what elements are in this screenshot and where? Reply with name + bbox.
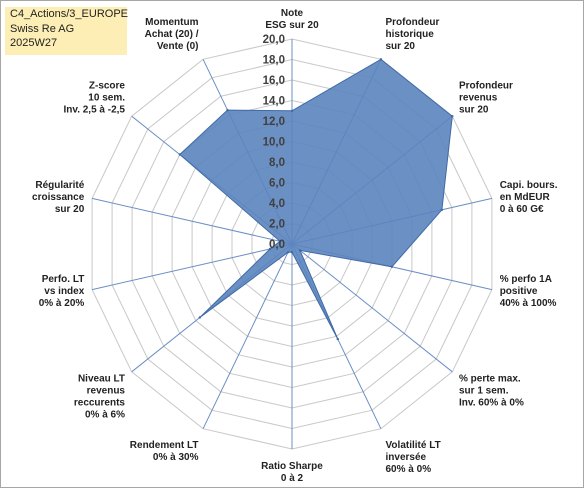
tick-label: 20,0 (263, 34, 285, 46)
data-point (336, 337, 339, 341)
tick-label: 12,0 (263, 116, 285, 128)
info-box: C4_Actions/3_EUROPE Swiss Re AG 2025W27 (5, 7, 128, 55)
data-point (226, 108, 229, 112)
data-point (451, 115, 454, 118)
axis-spoke (291, 243, 453, 373)
info-company: Swiss Re AG (10, 22, 75, 35)
axis-label: Capi. bours. en MdEUR 0 à 60 G€ (500, 180, 558, 215)
axis-label: Profondeur historique sur 20 (386, 17, 440, 52)
axis-label: Z-score 10 sem. Inv. 2,5 à -2,5 (63, 80, 125, 115)
data-point (178, 153, 181, 156)
axis-spoke (91, 243, 293, 291)
data-point (198, 316, 201, 319)
axis-label: Note ESG sur 20 (265, 8, 319, 31)
data-point (290, 109, 294, 113)
data-point (268, 247, 272, 251)
axis-label: % perte max. sur 1 sem. Inv. 60% à 0% (459, 374, 524, 409)
tick-label: 14,0 (263, 96, 285, 108)
info-category: C4_Actions/3_EUROPE (10, 8, 128, 20)
tick-label: 16,0 (263, 75, 285, 87)
data-point (278, 240, 282, 243)
tick-label: 8,0 (269, 157, 285, 169)
tick-label: 0,0 (269, 239, 285, 251)
radar-labels: 0,0 2,0 4,0 6,0 8,0 10,0 12,0 14,0 16,0 18,0 20,0 N… (32, 8, 558, 484)
axis-spoke (91, 197, 293, 245)
axis-label: Momentum Achat (20) / Vente (0) (145, 17, 199, 52)
radar-data (178, 58, 454, 341)
info-period: 2025W27 (10, 37, 58, 49)
tick-label: 2,0 (269, 219, 285, 231)
tick-label: 6,0 (269, 178, 285, 190)
axis-label: Volatilité LT inversée 60% à 0% (386, 440, 441, 475)
data-point (286, 251, 290, 254)
axis-label: Perfo. LT vs index 0% à 20% (39, 274, 85, 309)
data-point (290, 251, 294, 254)
axis-label: % perfo 1A positive 40% à 100% (500, 274, 557, 309)
data-point (379, 58, 383, 61)
axis-label: Niveau LT revenus reccurents 0% à 6% (74, 374, 126, 421)
axis-label: Ratio Sharpe 0 à 2 (261, 461, 323, 484)
data-point (298, 249, 302, 252)
axis-spoke (202, 243, 293, 429)
axis-label: Profondeur revenus sur 20 (459, 80, 513, 115)
axis-label: Rendement LT 0% à 30% (130, 440, 199, 463)
data-point (390, 265, 394, 268)
axis-label: Régularité croissance sur 20 (32, 180, 85, 215)
tick-label: 10,0 (263, 137, 285, 149)
tick-label: 18,0 (263, 55, 285, 67)
tick-label: 4,0 (269, 198, 285, 210)
data-point (440, 208, 444, 211)
series-area (179, 58, 453, 340)
